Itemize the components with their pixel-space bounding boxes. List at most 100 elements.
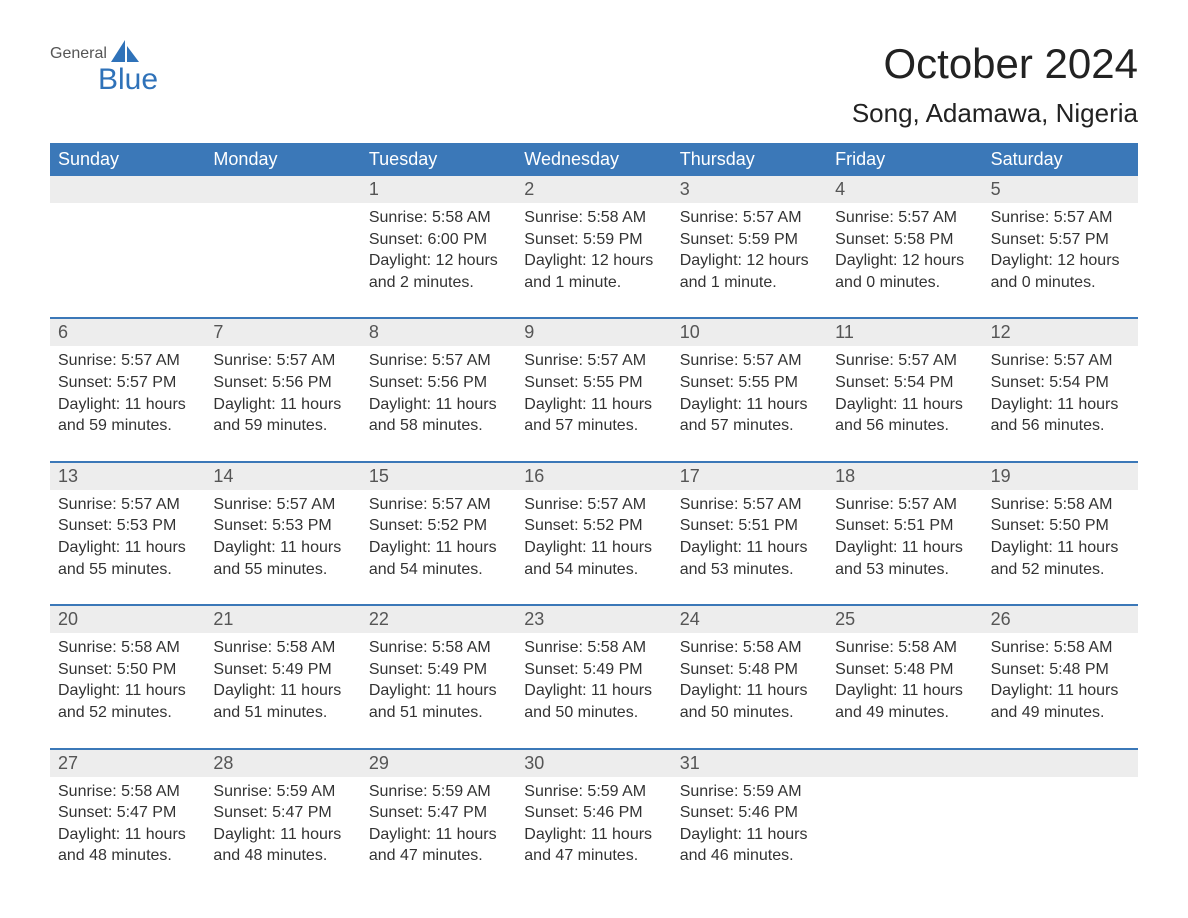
daylight2-line: and 47 minutes.	[524, 845, 663, 867]
daylight1-line: Daylight: 12 hours	[369, 250, 508, 272]
sunset-line: Sunset: 5:55 PM	[680, 372, 819, 394]
week-row: 2728293031Sunrise: 5:58 AMSunset: 5:47 P…	[50, 748, 1138, 873]
day-number	[50, 176, 205, 203]
sunrise-line: Sunrise: 5:57 AM	[524, 350, 663, 372]
sunrise-line: Sunrise: 5:58 AM	[369, 207, 508, 229]
daylight1-line: Daylight: 11 hours	[680, 680, 819, 702]
daylight2-line: and 59 minutes.	[58, 415, 197, 437]
daylight2-line: and 55 minutes.	[58, 559, 197, 581]
daylight2-line: and 57 minutes.	[680, 415, 819, 437]
day-number: 4	[827, 176, 982, 203]
sunset-line: Sunset: 5:57 PM	[58, 372, 197, 394]
day-number: 13	[50, 463, 205, 490]
daylight2-line: and 1 minute.	[524, 272, 663, 294]
daylight2-line: and 51 minutes.	[213, 702, 352, 724]
sunset-line: Sunset: 5:49 PM	[524, 659, 663, 681]
sunset-line: Sunset: 5:49 PM	[369, 659, 508, 681]
day-number: 3	[672, 176, 827, 203]
day-details: Sunrise: 5:57 AMSunset: 5:57 PMDaylight:…	[983, 203, 1138, 299]
day-details: Sunrise: 5:57 AMSunset: 5:59 PMDaylight:…	[672, 203, 827, 299]
sunset-line: Sunset: 5:47 PM	[213, 802, 352, 824]
daylight2-line: and 59 minutes.	[213, 415, 352, 437]
daylight2-line: and 54 minutes.	[369, 559, 508, 581]
daylight1-line: Daylight: 11 hours	[835, 680, 974, 702]
day-number: 18	[827, 463, 982, 490]
sunset-line: Sunset: 5:54 PM	[835, 372, 974, 394]
daylight1-line: Daylight: 11 hours	[991, 394, 1130, 416]
day-number: 11	[827, 319, 982, 346]
sunrise-line: Sunrise: 5:57 AM	[213, 350, 352, 372]
sunset-line: Sunset: 5:49 PM	[213, 659, 352, 681]
day-number: 17	[672, 463, 827, 490]
daylight1-line: Daylight: 11 hours	[369, 680, 508, 702]
sunrise-line: Sunrise: 5:59 AM	[680, 781, 819, 803]
daylight1-line: Daylight: 11 hours	[991, 537, 1130, 559]
day-number: 14	[205, 463, 360, 490]
day-number: 29	[361, 750, 516, 777]
day-number: 19	[983, 463, 1138, 490]
sunrise-line: Sunrise: 5:57 AM	[680, 207, 819, 229]
sunset-line: Sunset: 5:56 PM	[369, 372, 508, 394]
day-number: 27	[50, 750, 205, 777]
day-number: 2	[516, 176, 671, 203]
daylight1-line: Daylight: 11 hours	[991, 680, 1130, 702]
day-number: 16	[516, 463, 671, 490]
day-details: Sunrise: 5:57 AMSunset: 5:58 PMDaylight:…	[827, 203, 982, 299]
day-details	[205, 203, 360, 299]
daylight2-line: and 1 minute.	[680, 272, 819, 294]
weekday-label: Friday	[827, 143, 982, 176]
day-number: 30	[516, 750, 671, 777]
day-details: Sunrise: 5:57 AMSunset: 5:55 PMDaylight:…	[672, 346, 827, 442]
sunrise-line: Sunrise: 5:58 AM	[524, 207, 663, 229]
location-title: Song, Adamawa, Nigeria	[852, 98, 1138, 129]
sunrise-line: Sunrise: 5:57 AM	[524, 494, 663, 516]
calendar: Sunday Monday Tuesday Wednesday Thursday…	[50, 143, 1138, 873]
sunset-line: Sunset: 5:55 PM	[524, 372, 663, 394]
day-details: Sunrise: 5:59 AMSunset: 5:47 PMDaylight:…	[361, 777, 516, 873]
sunrise-line: Sunrise: 5:58 AM	[835, 637, 974, 659]
sunset-line: Sunset: 5:58 PM	[835, 229, 974, 251]
sunrise-line: Sunrise: 5:59 AM	[213, 781, 352, 803]
daylight2-line: and 57 minutes.	[524, 415, 663, 437]
sunset-line: Sunset: 5:46 PM	[680, 802, 819, 824]
sunrise-line: Sunrise: 5:58 AM	[991, 494, 1130, 516]
sunset-line: Sunset: 5:48 PM	[835, 659, 974, 681]
day-details: Sunrise: 5:57 AMSunset: 5:55 PMDaylight:…	[516, 346, 671, 442]
daylight1-line: Daylight: 11 hours	[213, 394, 352, 416]
daylight2-line: and 50 minutes.	[680, 702, 819, 724]
day-details	[50, 203, 205, 299]
daylight2-line: and 52 minutes.	[58, 702, 197, 724]
sunrise-line: Sunrise: 5:58 AM	[991, 637, 1130, 659]
logo-word-general: General	[50, 45, 107, 63]
sunrise-line: Sunrise: 5:57 AM	[58, 494, 197, 516]
day-details: Sunrise: 5:58 AMSunset: 5:47 PMDaylight:…	[50, 777, 205, 873]
sunset-line: Sunset: 5:59 PM	[680, 229, 819, 251]
daylight2-line: and 50 minutes.	[524, 702, 663, 724]
daylight2-line: and 48 minutes.	[213, 845, 352, 867]
sunrise-line: Sunrise: 5:57 AM	[369, 494, 508, 516]
daylight2-line: and 53 minutes.	[835, 559, 974, 581]
sunset-line: Sunset: 5:51 PM	[680, 515, 819, 537]
logo: General Blue	[50, 40, 158, 97]
weekday-label: Saturday	[983, 143, 1138, 176]
details-row: Sunrise: 5:57 AM Sunset: 5:57 PM Daylight:…	[50, 346, 1138, 442]
daylight2-line: and 56 minutes.	[835, 415, 974, 437]
day-details: Sunrise: 5:58 AMSunset: 5:49 PMDaylight:…	[205, 633, 360, 729]
day-details: Sunrise: 5:57 AMSunset: 5:52 PMDaylight:…	[516, 490, 671, 586]
daylight2-line: and 58 minutes.	[369, 415, 508, 437]
day-details: Sunrise: 5:58 AMSunset: 6:00 PMDaylight:…	[361, 203, 516, 299]
sunset-line: Sunset: 5:47 PM	[58, 802, 197, 824]
daynum-row: 6789101112	[50, 319, 1138, 346]
sunrise-line: Sunrise: 5:57 AM	[680, 494, 819, 516]
daylight1-line: Daylight: 11 hours	[369, 824, 508, 846]
day-details: Sunrise: 5:57 AMSunset: 5:51 PMDaylight:…	[827, 490, 982, 586]
daylight1-line: Daylight: 11 hours	[680, 824, 819, 846]
daylight2-line: and 56 minutes.	[991, 415, 1130, 437]
sunset-line: Sunset: 5:50 PM	[991, 515, 1130, 537]
daylight1-line: Daylight: 11 hours	[524, 824, 663, 846]
day-number: 31	[672, 750, 827, 777]
logo-word-blue: Blue	[98, 63, 158, 97]
daylight2-line: and 51 minutes.	[369, 702, 508, 724]
daylight1-line: Daylight: 11 hours	[213, 537, 352, 559]
day-details: Sunrise: 5:58 AMSunset: 5:50 PMDaylight:…	[983, 490, 1138, 586]
